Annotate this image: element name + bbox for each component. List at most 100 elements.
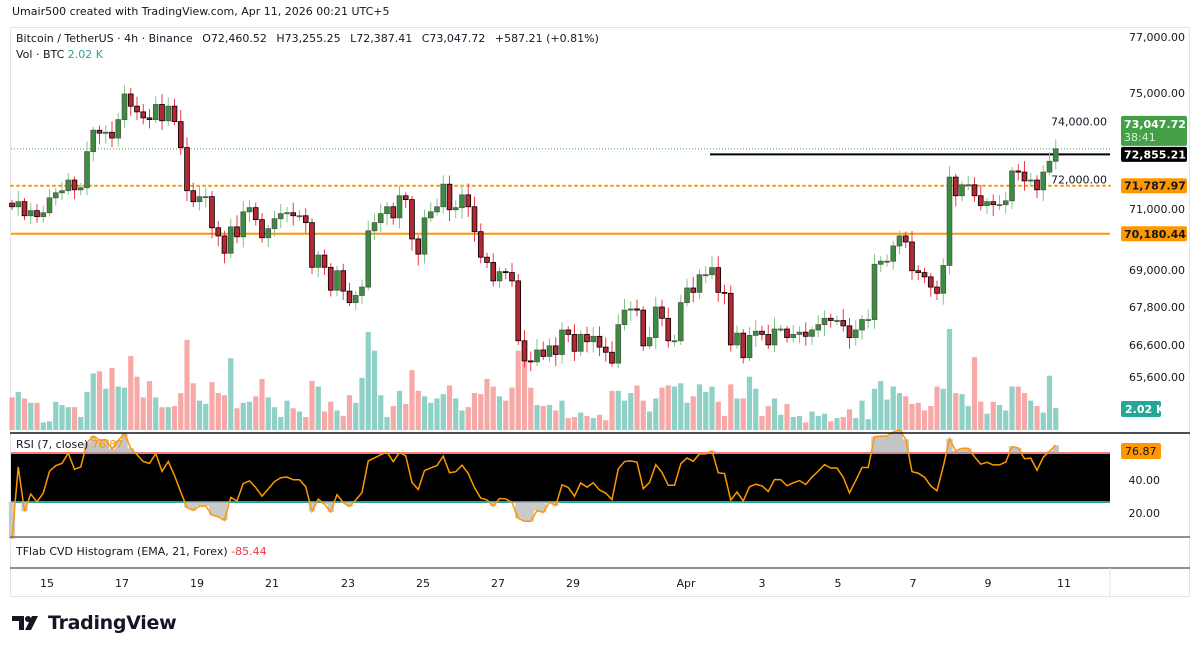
candle-body (309, 222, 315, 268)
volume-bar (753, 388, 759, 430)
candle-body (227, 226, 234, 254)
candle-body (465, 194, 472, 208)
candle-body (540, 349, 547, 357)
level-price-badge-bg (1121, 146, 1187, 162)
cvd-legend[interactable]: TFlab CVD Histogram (EMA, 21, Forex) -85… (16, 545, 267, 558)
volume-bar (865, 419, 871, 430)
time-axis-label: 7 (910, 577, 917, 590)
tradingview-logo[interactable]: TradingView (12, 612, 177, 634)
volume-bar (596, 414, 603, 430)
candle-body (315, 254, 322, 268)
candle-body (709, 267, 715, 276)
time-axis-label: 17 (115, 577, 129, 590)
volume-bar (909, 403, 915, 430)
volume-bar (165, 407, 171, 430)
volume-bar (1015, 386, 1021, 430)
candle-body (1015, 170, 1022, 173)
candle-body (934, 286, 940, 294)
volume-bar (678, 383, 684, 430)
volume-bar (765, 406, 771, 430)
candle-body (965, 184, 972, 187)
candle-body (690, 287, 697, 293)
volume-bar (703, 391, 709, 430)
candle-body (527, 360, 534, 363)
volume-bar (171, 406, 178, 430)
candle-body (577, 334, 584, 352)
volume-bar (978, 401, 984, 430)
candle-body (1040, 171, 1047, 191)
candle-body (477, 231, 484, 258)
volume-bar (490, 386, 496, 430)
candle-body (177, 121, 184, 148)
volume-bar (1028, 400, 1034, 430)
candle-body (752, 330, 759, 336)
candle-body (521, 340, 528, 362)
volume-bar (396, 390, 403, 430)
rsi-value-badge: 76.87 (1125, 445, 1157, 458)
candle-body (721, 291, 728, 294)
volume-bar (134, 376, 140, 430)
time-axis-label: 11 (1057, 577, 1071, 590)
volume-bar (365, 332, 371, 430)
time-axis-label: 9 (985, 577, 992, 590)
volume-legend[interactable]: Vol · BTC 2.02 K (16, 48, 103, 61)
symbol-legend[interactable]: Bitcoin / TetherUS · 4h · Binance O72,46… (16, 32, 605, 45)
volume-bar (334, 410, 340, 430)
volume-bar (259, 378, 265, 430)
volume-bar (15, 391, 21, 430)
candle-body (840, 320, 847, 327)
candle-body (471, 206, 478, 233)
tradingview-logo-icon (12, 616, 38, 630)
rsi-legend[interactable]: RSI (7, close) 76.87 (16, 438, 123, 451)
candle-body (302, 215, 309, 224)
volume-bar (240, 402, 246, 430)
candle-body (90, 129, 97, 153)
candle-body (846, 325, 853, 338)
volume-bar (571, 416, 578, 430)
volume-bar (315, 386, 321, 430)
chart-canvas[interactable]: 76.87 40.00 20.00 77,000.00 75,000.00 74,000… (0, 0, 1200, 600)
volume-bar (471, 393, 478, 430)
volume-bar (721, 415, 728, 430)
price-tick-label: 74,000.00 (1051, 115, 1107, 128)
current-price-badge-bg (1121, 115, 1187, 146)
candle-body (609, 351, 615, 364)
time-axis[interactable]: 15 17 19 21 23 25 27 29 Apr 3 5 7 9 11 (40, 568, 1111, 597)
level-price-badge: 70,180.44 (1124, 228, 1186, 241)
candle-body (802, 331, 809, 337)
volume-bar (640, 400, 646, 430)
candles (9, 85, 1059, 372)
volume-bar (953, 393, 959, 430)
volume-bar (390, 406, 396, 430)
time-axis-label: 19 (190, 577, 204, 590)
volume-bar (378, 395, 384, 430)
volume-bar (303, 416, 309, 430)
volume-bar (353, 402, 359, 430)
volume-bar (409, 370, 415, 430)
candle-body (152, 104, 159, 121)
volume-bar (671, 386, 678, 430)
volume-bar (915, 402, 921, 430)
rsi-line (11, 428, 1057, 539)
price-axis[interactable]: 77,000.00 75,000.00 74,000.00 72,000.00 71,0… (1051, 31, 1187, 417)
candle-body (52, 192, 59, 199)
chart-frame (10, 27, 1190, 597)
candle-body (334, 270, 340, 291)
candle-body (977, 195, 984, 206)
candle-body (634, 308, 640, 311)
volume-bar (296, 411, 303, 430)
volume-badge-bg (1121, 401, 1161, 417)
candle-body (646, 337, 653, 347)
candle-body (677, 302, 684, 342)
candle-body (496, 271, 503, 282)
time-axis-label: 25 (416, 577, 430, 590)
volume-bar (90, 373, 96, 430)
volume-bar (509, 387, 515, 430)
candle-body (502, 271, 509, 274)
bar-countdown: 38:41 (1124, 131, 1156, 144)
volume-bar (115, 386, 121, 430)
volume-bar (59, 405, 65, 430)
volume-badge: 2.02 K (1125, 403, 1165, 416)
candle-body (440, 183, 447, 208)
candle-body (296, 215, 303, 218)
